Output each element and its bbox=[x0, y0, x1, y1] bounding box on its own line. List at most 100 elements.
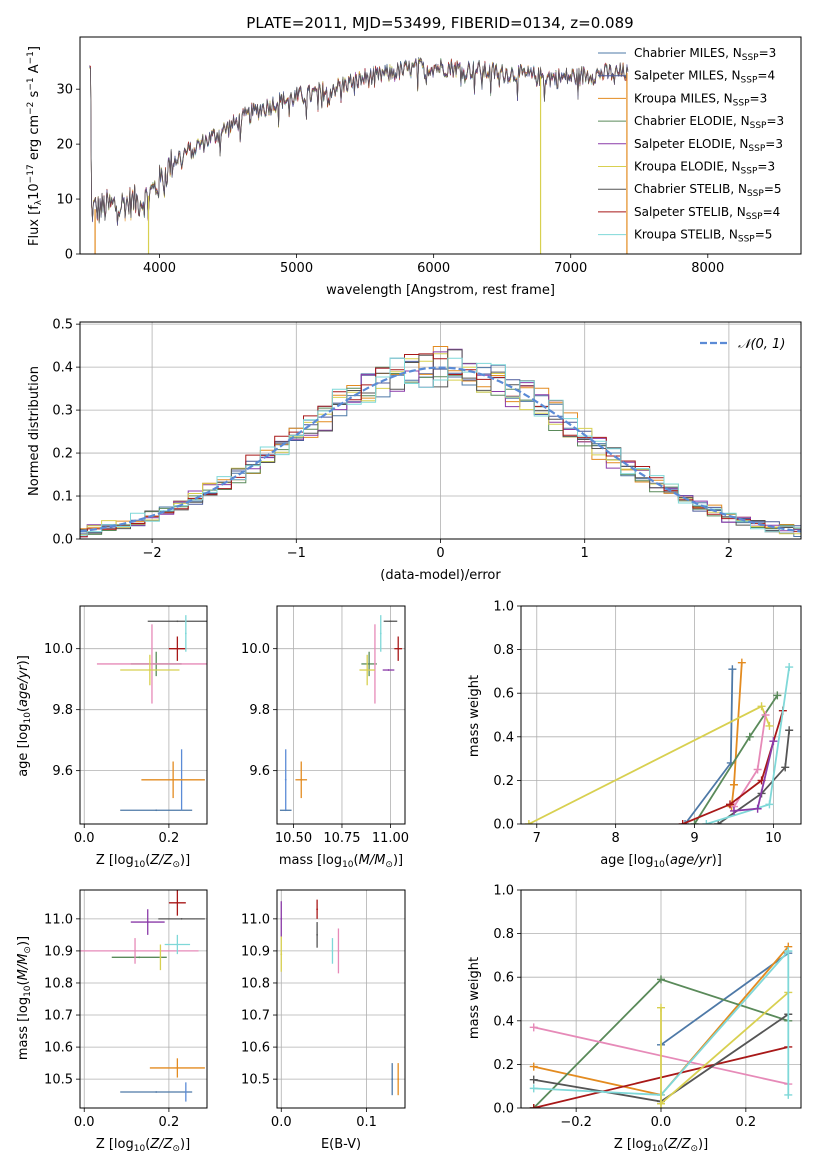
y-tick-label: 10.7 bbox=[44, 1009, 73, 1024]
weight-marker bbox=[781, 763, 790, 772]
z-mass-ylabel: mass [log10(M/M⊙)] bbox=[16, 936, 33, 1060]
data-point bbox=[331, 950, 334, 952]
x-tick-label: 10.75 bbox=[323, 831, 360, 846]
legend-entry: Chabrier MILES, NSSP=3 bbox=[634, 46, 776, 63]
x-tick-label: 0 bbox=[436, 546, 444, 561]
data-point bbox=[134, 950, 136, 952]
weight-line bbox=[660, 952, 789, 1046]
y-tick-label: 0.2 bbox=[52, 447, 73, 462]
x-tick-label: 2 bbox=[725, 546, 733, 561]
y-tick-label: 0.3 bbox=[52, 404, 73, 419]
x-tick-label: −0.2 bbox=[560, 1115, 592, 1130]
y-tick-label: 9.6 bbox=[52, 764, 73, 779]
histogram-salpeter-stelib bbox=[80, 353, 801, 538]
spectrum-model-salpeter-miles bbox=[89, 58, 629, 226]
weight-marker bbox=[784, 947, 793, 956]
histograms bbox=[80, 346, 801, 538]
legend-entry: Salpeter ELODIE, NSSP=3 bbox=[634, 137, 783, 154]
weight-marker bbox=[714, 820, 723, 824]
y-tick-label: 0.8 bbox=[493, 927, 514, 942]
data-point bbox=[155, 809, 158, 812]
y-tick-label: 10.6 bbox=[44, 1041, 73, 1056]
y-tick-label: 20 bbox=[56, 138, 73, 153]
data-point bbox=[280, 953, 283, 956]
x-tick-label: 4000 bbox=[143, 261, 176, 276]
age-weight-ylabel: mass weight bbox=[467, 675, 482, 757]
y-tick-label: 10.8 bbox=[241, 976, 270, 991]
histogram-chabrier-stelib bbox=[80, 349, 801, 534]
spectrum-ylabel: Flux [fλ10−17 erg cm−2 s−1 A−1] bbox=[26, 46, 44, 246]
x-tick-label: 9 bbox=[690, 831, 698, 846]
data-point bbox=[374, 663, 376, 665]
legend-entry: 𝒩(0, 1) bbox=[738, 337, 785, 352]
legend-entry: Kroupa STELIB, NSSP=5 bbox=[634, 228, 772, 245]
x-tick-label: 0.1 bbox=[356, 1115, 377, 1130]
y-tick-label: 0.0 bbox=[493, 1102, 514, 1117]
weight-marker bbox=[745, 732, 754, 741]
legend-entry: Salpeter STELIB, NSSP=4 bbox=[634, 205, 780, 222]
data-point bbox=[316, 908, 319, 911]
weight-marker bbox=[761, 711, 770, 719]
data-point bbox=[397, 1078, 400, 1081]
errorbars-ebv-mass bbox=[280, 899, 400, 1096]
y-tick-label: 0 bbox=[65, 248, 73, 263]
y-tick-label: 0.4 bbox=[493, 730, 514, 745]
histogram-legend: 𝒩(0, 1) bbox=[700, 337, 785, 352]
weight-marker bbox=[765, 800, 774, 809]
data-point bbox=[284, 778, 287, 781]
weight-marker bbox=[529, 1075, 538, 1084]
weight-marker bbox=[678, 820, 687, 824]
y-tick-label: 0.0 bbox=[493, 818, 514, 833]
weight-marker bbox=[785, 726, 794, 735]
y-tick-label: 1.0 bbox=[493, 600, 514, 615]
x-tick-label: −1 bbox=[287, 546, 306, 561]
data-point bbox=[366, 669, 369, 671]
figure-title: PLATE=2011, MJD=53499, FIBERID=0134, z=0… bbox=[246, 14, 633, 32]
data-point bbox=[176, 1067, 179, 1069]
y-tick-label: 9.8 bbox=[249, 703, 270, 718]
y-tick-label: 0.0 bbox=[52, 533, 73, 548]
data-point bbox=[280, 917, 283, 920]
x-tick-label: 0.0 bbox=[651, 1115, 672, 1130]
errorbars-z-age bbox=[96, 615, 207, 812]
weight-marker bbox=[529, 1104, 538, 1108]
frame-z-age bbox=[79, 605, 208, 825]
lines-age-weight bbox=[524, 658, 794, 824]
weight-marker bbox=[769, 737, 778, 746]
y-tick-label: 10.0 bbox=[241, 642, 270, 657]
data-point bbox=[379, 632, 382, 635]
y-tick-label: 10.7 bbox=[241, 1009, 270, 1024]
data-point bbox=[337, 950, 340, 952]
x-tick-label: 0.0 bbox=[74, 831, 95, 846]
data-point bbox=[176, 647, 179, 650]
z-mass-xlabel: Z [log10(Z/Z⊙)] bbox=[96, 1137, 190, 1154]
y-tick-label: 10 bbox=[56, 193, 73, 208]
histogram-ylabel: Normed distribution bbox=[27, 366, 42, 496]
axes-z-mass: 0.0 0.2 10.5 10.6 10.7 10.8 10.9 11.0 bbox=[44, 890, 207, 1130]
y-tick-label: 0.1 bbox=[52, 490, 73, 505]
data-point bbox=[138, 956, 141, 959]
data-point bbox=[184, 1091, 187, 1093]
data-point bbox=[316, 933, 319, 936]
legend-entry: Kroupa MILES, NSSP=3 bbox=[634, 91, 767, 108]
y-tick-label: 0.6 bbox=[493, 687, 514, 702]
y-tick-label: 11.0 bbox=[241, 912, 270, 927]
normal-curve bbox=[80, 366, 801, 533]
x-tick-label: 0.2 bbox=[159, 831, 180, 846]
x-tick-label: 8000 bbox=[691, 261, 724, 276]
histogram-xlabel: (data-model)/error bbox=[380, 568, 501, 583]
z-weight-ylabel: mass weight bbox=[467, 957, 482, 1039]
axes-mass-age: 10.50 10.75 11.00 9.6 9.8 10.0 bbox=[241, 606, 409, 846]
z-age-xlabel: Z [log10(Z/Z⊙)] bbox=[96, 853, 190, 870]
y-tick-label: 10.9 bbox=[241, 944, 270, 959]
spectrum-lines bbox=[89, 56, 629, 254]
y-tick-label: 10.5 bbox=[241, 1073, 270, 1088]
ebv-mass-xlabel: E(B-V) bbox=[321, 1137, 361, 1152]
histogram-frame bbox=[79, 321, 802, 540]
weight-marker bbox=[702, 820, 711, 824]
weight-marker bbox=[753, 804, 762, 813]
weight-marker bbox=[690, 820, 699, 824]
y-tick-label: 30 bbox=[56, 83, 73, 98]
data-point bbox=[300, 778, 303, 781]
